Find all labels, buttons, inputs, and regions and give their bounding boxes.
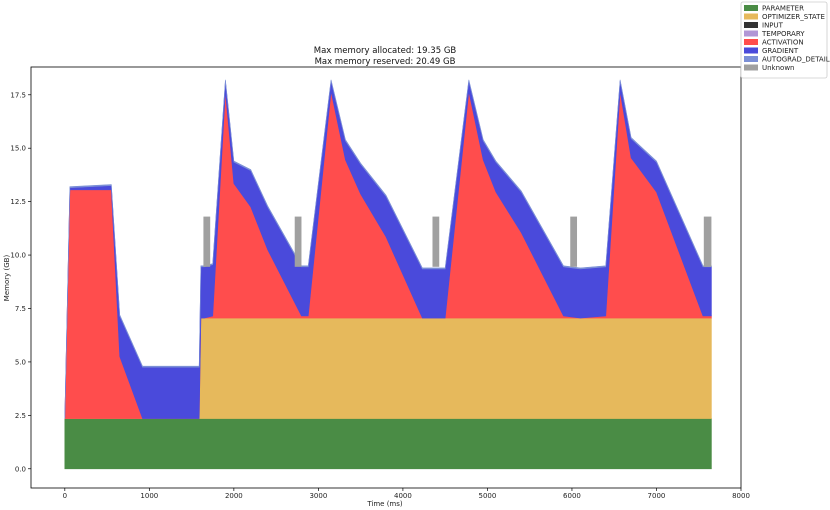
x-axis-label: Time (ms) xyxy=(366,500,403,508)
y-tick-label: 17.5 xyxy=(10,91,26,99)
chart-title-line-1: Max memory allocated: 19.35 GB xyxy=(314,46,457,56)
legend-box xyxy=(740,1,828,79)
legend-swatch-input xyxy=(744,22,758,28)
x-tick-label: 2000 xyxy=(225,492,243,500)
legend-swatch-gradient xyxy=(744,47,758,54)
x-tick-label: 5000 xyxy=(479,492,497,500)
legend-swatch-unknown xyxy=(744,64,758,71)
y-tick-label: 0.0 xyxy=(15,465,26,473)
y-axis: 0.0 2.5 5.0 7.5 10.0 12.5 15.0 17.5 xyxy=(10,91,31,473)
y-tick-label: 10.0 xyxy=(10,252,26,260)
x-tick-label: 0 xyxy=(63,492,67,500)
y-axis-label: Memory (GB) xyxy=(3,255,11,302)
legend-swatch-temporary xyxy=(744,30,758,37)
x-tick-label: 1000 xyxy=(140,492,158,500)
x-tick-label: 7000 xyxy=(648,492,666,500)
legend-label-autograd-detail: AUTOGRAD_DETAIL xyxy=(762,56,830,64)
y-tick-label: 7.5 xyxy=(15,305,26,313)
legend-label-activation: ACTIVATION xyxy=(762,39,804,47)
x-tick-label: 8000 xyxy=(732,492,750,500)
plot-frame xyxy=(30,66,742,489)
area-unknown-2 xyxy=(294,216,302,267)
area-autograd-detail xyxy=(64,79,712,419)
area-unknown-5 xyxy=(703,216,712,267)
legend-swatch-parameter xyxy=(744,5,758,11)
legend-swatch-autograd-detail xyxy=(744,56,758,62)
stacked-area-layers xyxy=(64,79,712,470)
legend-label-unknown: Unknown xyxy=(762,64,795,72)
legend-label-gradient: GRADIENT xyxy=(762,47,799,55)
y-tick-label: 5.0 xyxy=(15,358,26,366)
legend-label-optimizer-state: OPTIMIZER_STATE xyxy=(762,13,825,21)
legend: PARAMETEROPTIMIZER_STATEINPUTTEMPORARYAC… xyxy=(740,1,830,79)
x-tick-label: 3000 xyxy=(309,492,327,500)
legend-label-input: INPUT xyxy=(762,22,784,30)
chart-title-line-2: Max memory reserved: 20.49 GB xyxy=(315,57,456,67)
x-tick-label: 4000 xyxy=(394,492,412,500)
area-unknown-4 xyxy=(570,216,578,267)
y-tick-label: 2.5 xyxy=(15,412,26,420)
legend-label-temporary: TEMPORARY xyxy=(761,30,805,38)
y-tick-label: 15.0 xyxy=(10,145,26,153)
legend-label-parameter: PARAMETER xyxy=(762,5,804,13)
x-tick-label: 6000 xyxy=(563,492,581,500)
x-axis: 0 1000 2000 3000 4000 5000 6000 7000 8000 xyxy=(63,488,750,500)
y-tick-label: 12.5 xyxy=(10,198,26,206)
area-unknown-1 xyxy=(203,216,211,267)
area-unknown-3 xyxy=(432,216,440,267)
area-parameter xyxy=(64,418,712,470)
legend-swatch-optimizer-state xyxy=(744,13,758,20)
legend-swatch-activation xyxy=(744,39,758,45)
